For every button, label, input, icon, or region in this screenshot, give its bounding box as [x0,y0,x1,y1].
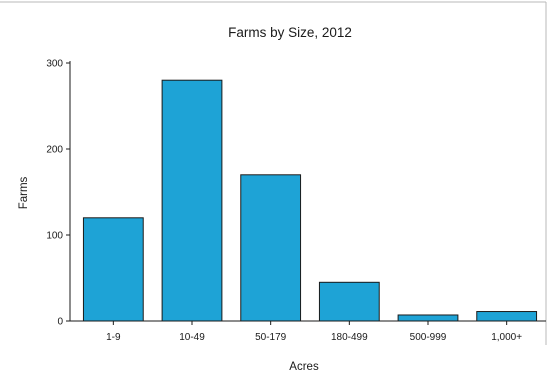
bar-180-499 [318,281,380,322]
x-tick-label: 1,000+ [491,332,522,343]
bar-1-000- [476,311,538,322]
bar-1-9 [82,217,144,322]
y-tick-label: 100 [46,231,63,242]
y-axis-label: Farms [18,176,30,209]
bar-500-999 [397,314,459,322]
x-tick-label: 10-49 [179,332,205,343]
y-tick-label: 200 [46,145,63,156]
bar-50-179 [240,174,302,322]
ticks-group: 1-9 10-49 50-179 180-499 500-999 1,000+ 0 100 20… [46,59,522,344]
x-tick-label: 180-499 [331,332,368,343]
y-tick-label: 0 [57,317,63,328]
bar-10-49 [161,79,223,322]
x-tick-label: 50-179 [255,332,287,343]
x-tick-label: 1-9 [106,332,121,343]
x-tick-label: 500-999 [410,332,447,343]
chart-title: Farms by Size, 2012 [228,25,352,40]
y-tick-label: 300 [46,59,63,70]
bars-group [82,79,538,322]
x-axis-label: Acres [289,361,319,373]
